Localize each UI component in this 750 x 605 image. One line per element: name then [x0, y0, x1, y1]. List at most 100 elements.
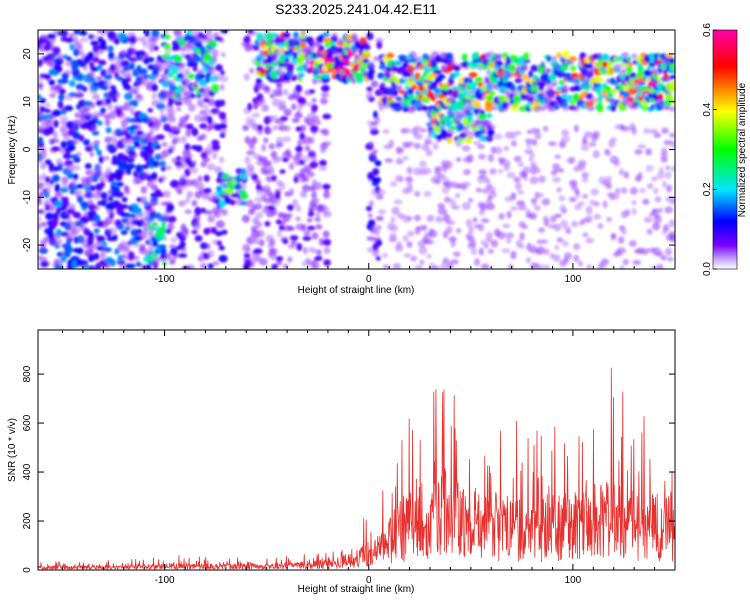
- spectrogram-cell: [253, 248, 263, 255]
- spectrogram-cell: [661, 147, 668, 156]
- spectrogram-cell: [272, 125, 278, 131]
- spectrogram-cell: [573, 243, 581, 251]
- spectrogram-cell: [549, 215, 557, 223]
- spectrogram-cell: [162, 190, 171, 198]
- spectrogram-cell: [89, 185, 96, 192]
- spectrogram-cell: [283, 108, 292, 117]
- spectrogram-cell: [648, 62, 656, 67]
- spectrogram-cell: [484, 178, 491, 184]
- spectrogram-cell: [668, 106, 675, 112]
- spectrogram-cell: [59, 88, 66, 95]
- spectrogram-cell: [127, 223, 136, 229]
- spectrogram-cell: [634, 149, 643, 155]
- spectrogram-cell: [640, 86, 649, 91]
- x-tick-label: -100: [155, 575, 175, 586]
- spectrogram-cell: [421, 105, 429, 111]
- spectrogram-cell: [571, 220, 579, 228]
- spectrogram-cell: [92, 93, 100, 101]
- spectrogram-cell: [205, 34, 215, 39]
- spectrogram-cell: [308, 89, 316, 94]
- spectrogram-cell: [261, 144, 266, 152]
- spectrogram-cell: [670, 165, 675, 172]
- spectrogram-cell: [391, 206, 401, 215]
- spectrogram-cell: [42, 261, 51, 267]
- spectrogram-cell: [318, 34, 325, 43]
- spectrogram-y-axis-label: Frequency (Hz): [7, 116, 18, 185]
- spectrogram-cell: [114, 191, 124, 198]
- spectrogram-cell: [295, 152, 303, 159]
- spectrogram-cell: [441, 89, 449, 96]
- spectrogram-cell: [89, 101, 96, 109]
- spectrogram-cell: [211, 153, 218, 160]
- spectrogram-cell: [178, 200, 186, 207]
- spectrogram-cell: [276, 230, 283, 238]
- spectrogram-cell: [72, 132, 81, 140]
- spectrogram-cell: [658, 207, 663, 213]
- spectrogram-cell: [241, 214, 250, 223]
- spectrogram-cell: [470, 82, 480, 87]
- spectrogram-cell: [52, 212, 59, 220]
- spectrogram-cell: [154, 212, 162, 219]
- spectrogram-cell: [278, 220, 286, 226]
- spectrogram-cell: [100, 181, 105, 188]
- spectrogram-cell: [331, 32, 338, 39]
- spectrogram-cell: [487, 248, 494, 254]
- spectrogram-cell: [573, 254, 580, 263]
- spectrogram-cell: [104, 119, 111, 127]
- spectrogram-cell: [309, 40, 318, 47]
- spectrogram-cell: [510, 140, 517, 147]
- spectrogram-cell: [586, 106, 596, 111]
- spectrogram-cell: [561, 208, 568, 214]
- spectrogram-cell: [517, 190, 524, 195]
- spectrogram-cell: [90, 124, 98, 131]
- spectrogram-cell: [170, 236, 178, 243]
- spectrogram-cell: [119, 204, 129, 210]
- spectrogram-cell: [537, 91, 544, 100]
- spectrogram-cell: [221, 173, 230, 180]
- spectrogram-cell: [534, 191, 540, 200]
- spectrogram-cell: [52, 46, 61, 55]
- spectrogram-cell: [164, 165, 173, 171]
- spectrogram-cell: [621, 52, 630, 59]
- spectrogram-cell: [167, 71, 174, 78]
- spectrogram-cell: [627, 62, 633, 67]
- spectrogram-cell: [207, 98, 216, 107]
- spectrogram-cell: [59, 187, 69, 193]
- spectrogram-cell: [467, 198, 474, 203]
- spectrogram-cell: [646, 183, 654, 190]
- spectrogram-cell: [203, 174, 210, 182]
- spectrogram-cell: [538, 175, 546, 184]
- spectrogram-cell: [518, 205, 527, 211]
- spectrogram-cell: [266, 165, 274, 172]
- spectrogram-cell: [583, 61, 593, 69]
- spectrogram-cell: [629, 72, 637, 79]
- y-tick-label: 0: [22, 146, 33, 152]
- spectrogram-cell: [377, 72, 385, 79]
- spectrogram-cell: [584, 131, 593, 138]
- spectrogram-cell: [79, 134, 85, 143]
- spectrogram-cell: [618, 236, 625, 244]
- spectrogram-cell: [275, 256, 284, 261]
- spectrogram-cell: [191, 127, 199, 137]
- spectrogram-cell: [178, 253, 188, 258]
- spectrogram-cell: [274, 89, 283, 97]
- spectrogram-cell: [244, 156, 251, 165]
- spectrogram-cell: [43, 73, 52, 80]
- spectrogram-cell: [389, 232, 397, 239]
- spectrogram-cell: [164, 43, 171, 51]
- spectrogram-cell: [44, 108, 51, 114]
- spectrogram-cell: [311, 232, 319, 240]
- spectrogram-cell: [488, 191, 497, 199]
- spectrogram-cell: [147, 108, 154, 113]
- spectrogram-cell: [671, 80, 675, 86]
- spectrogram-cell: [508, 64, 516, 73]
- spectrogram-cell: [98, 155, 104, 164]
- spectrogram-cell: [41, 147, 47, 153]
- spectrogram-cell: [637, 171, 643, 180]
- spectrogram-cell: [178, 121, 186, 129]
- spectrogram-cell: [485, 99, 494, 108]
- spectrogram-cell: [450, 240, 456, 248]
- y-tick-label: 600: [22, 414, 33, 431]
- spectrogram-cell: [601, 258, 609, 265]
- spectrogram-cell: [219, 199, 226, 208]
